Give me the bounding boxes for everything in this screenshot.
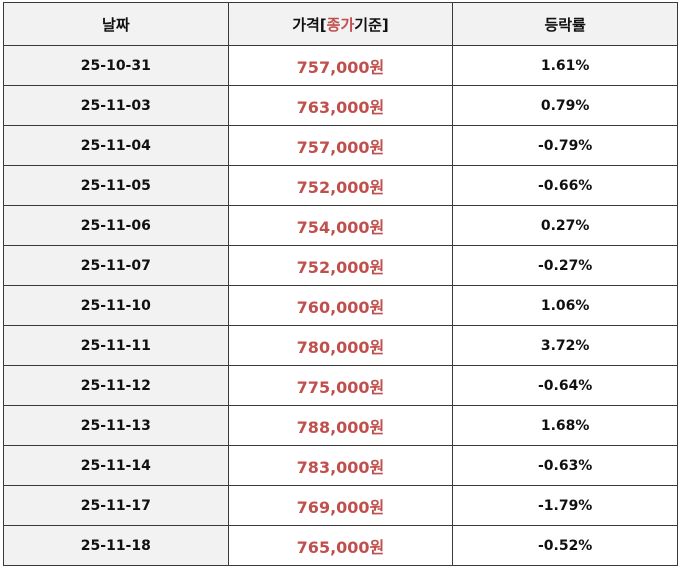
header-row: 날짜 가격[종가기준] 등락률 <box>3 2 678 46</box>
table-row: 25-11-14 783,000원 -0.63% <box>3 445 678 486</box>
header-text: 기준] <box>354 15 389 34</box>
table-row: 25-11-06 754,000원 0.27% <box>3 205 678 246</box>
change-cell: -0.27% <box>452 245 678 286</box>
date-cell: 25-11-10 <box>3 285 229 326</box>
table-body: 25-10-31 757,000원 1.61% 25-11-03 763,000원 0.7… <box>3 45 678 566</box>
change-cell: -0.64% <box>452 365 678 406</box>
header-text: 종가 <box>326 15 355 34</box>
change-cell: 0.79% <box>452 85 678 126</box>
change-cell: -0.66% <box>452 165 678 206</box>
change-cell: 1.68% <box>452 405 678 446</box>
date-cell: 25-11-05 <box>3 165 229 206</box>
price-cell: 763,000원 <box>227 85 454 126</box>
price-cell: 775,000원 <box>227 365 454 406</box>
date-cell: 25-11-11 <box>3 325 229 366</box>
table-row: 25-11-03 763,000원 0.79% <box>3 85 678 126</box>
date-cell: 25-11-17 <box>3 485 229 526</box>
price-cell: 783,000원 <box>227 445 454 486</box>
change-cell: -0.79% <box>452 125 678 166</box>
header-text: 등락률 <box>544 15 586 34</box>
header-text: 날짜 <box>102 15 130 34</box>
price-cell: 760,000원 <box>227 285 454 326</box>
table-row: 25-11-11 780,000원 3.72% <box>3 325 678 366</box>
price-cell: 752,000원 <box>227 165 454 206</box>
price-cell: 757,000원 <box>227 125 454 166</box>
table-row: 25-11-18 765,000원 -0.52% <box>3 525 678 566</box>
date-cell: 25-11-03 <box>3 85 229 126</box>
change-cell: -1.79% <box>452 485 678 526</box>
header-cell: 등락률 <box>452 2 678 46</box>
price-cell: 752,000원 <box>227 245 454 286</box>
date-cell: 25-11-13 <box>3 405 229 446</box>
header-cell: 날짜 <box>3 2 229 46</box>
date-cell: 25-11-06 <box>3 205 229 246</box>
table-row: 25-11-05 752,000원 -0.66% <box>3 165 678 206</box>
change-cell: 3.72% <box>452 325 678 366</box>
change-cell: 1.06% <box>452 285 678 326</box>
price-cell: 765,000원 <box>227 525 454 566</box>
header-cell: 가격[종가기준] <box>227 2 454 46</box>
price-cell: 780,000원 <box>227 325 454 366</box>
table-row: 25-11-04 757,000원 -0.79% <box>3 125 678 166</box>
date-cell: 25-11-14 <box>3 445 229 486</box>
header-text: 가격[ <box>292 15 327 34</box>
table-row: 25-11-12 775,000원 -0.64% <box>3 365 678 406</box>
date-cell: 25-11-07 <box>3 245 229 286</box>
date-cell: 25-10-31 <box>3 45 229 86</box>
table-row: 25-11-13 788,000원 1.68% <box>3 405 678 446</box>
change-cell: -0.63% <box>452 445 678 486</box>
change-cell: 0.27% <box>452 205 678 246</box>
table-row: 25-10-31 757,000원 1.61% <box>3 45 678 86</box>
date-cell: 25-11-12 <box>3 365 229 406</box>
change-cell: 1.61% <box>452 45 678 86</box>
date-cell: 25-11-04 <box>3 125 229 166</box>
table-row: 25-11-10 760,000원 1.06% <box>3 285 678 326</box>
price-table-container: 날짜 가격[종가기준] 등락률 25-10-31 757,000원 1.61% 25-11… <box>3 2 678 566</box>
table-row: 25-11-07 752,000원 -0.27% <box>3 245 678 286</box>
table-row: 25-11-17 769,000원 -1.79% <box>3 485 678 526</box>
price-cell: 754,000원 <box>227 205 454 246</box>
price-cell: 788,000원 <box>227 405 454 446</box>
change-cell: -0.52% <box>452 525 678 566</box>
date-cell: 25-11-18 <box>3 525 229 566</box>
price-cell: 757,000원 <box>227 45 454 86</box>
price-table: 날짜 가격[종가기준] 등락률 25-10-31 757,000원 1.61% 25-11… <box>3 2 678 566</box>
price-cell: 769,000원 <box>227 485 454 526</box>
